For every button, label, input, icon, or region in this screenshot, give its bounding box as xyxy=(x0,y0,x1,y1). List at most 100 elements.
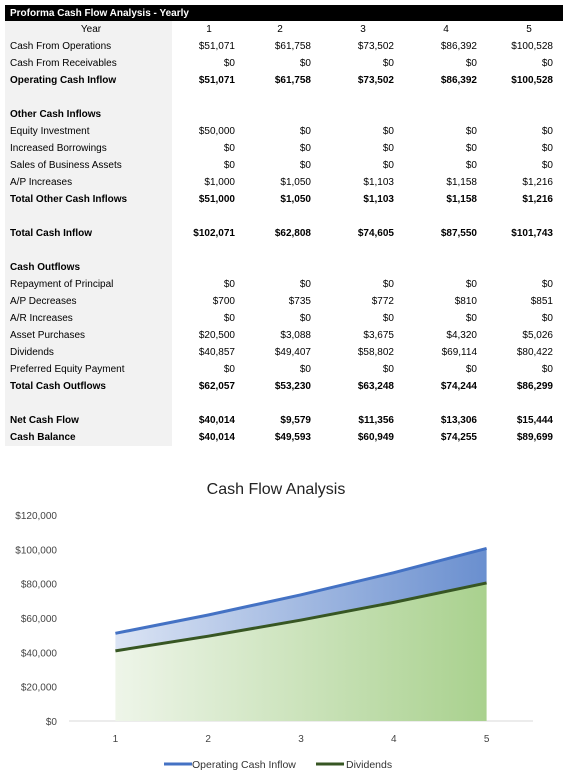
table-cell: $0 xyxy=(541,313,553,324)
table-cell: $0 xyxy=(382,58,394,69)
row-label: Total Other Cash Inflows xyxy=(5,191,172,208)
table-cell xyxy=(257,395,311,412)
x-tick-label: 1 xyxy=(113,734,119,745)
dividends-line xyxy=(115,581,487,653)
year-header-row: Year 1 2 3 4 5 xyxy=(5,21,563,38)
spacer-row xyxy=(5,395,563,412)
table-cell: $0 xyxy=(382,126,394,137)
table-cell: $40,014 xyxy=(198,432,235,443)
table-cell: $1,216 xyxy=(522,177,553,188)
table-cell: $11,356 xyxy=(358,415,394,426)
table-row: A/R Increases $0 $0 $0 $0 $0 xyxy=(5,310,563,327)
cash-flow-spreadsheet: Proforma Cash Flow Analysis - Yearly Yea… xyxy=(5,5,563,446)
table-row: Cash Balance $40,014 $49,593 $60,949 $74,255… xyxy=(5,429,563,446)
table-cell: $61,758 xyxy=(274,41,311,52)
table-cell: $0 xyxy=(465,126,477,137)
table-cell xyxy=(500,208,553,225)
row-label: Other Cash Inflows xyxy=(5,106,172,123)
year-header-cell: 4 xyxy=(443,24,449,35)
table-cell: $40,857 xyxy=(198,347,235,358)
y-tick-label: $100,000 xyxy=(15,545,57,556)
table-cell: $0 xyxy=(299,313,311,324)
table-cell: $102,071 xyxy=(193,228,235,239)
table-cell: $1,050 xyxy=(280,194,311,205)
table-cell xyxy=(425,395,477,412)
table-cell: $810 xyxy=(454,296,477,307)
table-cell xyxy=(425,259,477,276)
table-cell: $15,444 xyxy=(516,415,553,426)
row-label: Total Cash Inflow xyxy=(5,225,172,242)
table-cell: $0 xyxy=(299,58,311,69)
table-row: Asset Purchases $20,500 $3,088 $3,675 $4,320… xyxy=(5,327,563,344)
row-label xyxy=(5,242,172,259)
table-cell xyxy=(500,106,553,123)
row-label: Cash From Receivables xyxy=(5,55,172,72)
table-cell xyxy=(183,89,235,106)
year-header-cell: 1 xyxy=(206,24,212,35)
row-label xyxy=(5,395,172,412)
table-cell: $1,216 xyxy=(522,194,553,205)
row-label: Asset Purchases xyxy=(5,327,172,344)
x-tick-label: 4 xyxy=(391,734,397,745)
row-label: Cash Balance xyxy=(5,429,172,446)
table-cell: $3,675 xyxy=(363,330,394,341)
table-cell: $73,502 xyxy=(357,41,394,52)
spacer-row xyxy=(5,89,563,106)
table-cell: $3,088 xyxy=(280,330,311,341)
table-cell: $89,699 xyxy=(516,432,553,443)
table-row: Preferred Equity Payment $0 $0 $0 $0 $0 xyxy=(5,361,563,378)
sheet-rows: Year 1 2 3 4 5 Cash From Operations $51,071 $61,… xyxy=(5,21,563,446)
table-row: A/P Increases $1,000 $1,050 $1,103 $1,158 $1,… xyxy=(5,174,563,191)
table-row: Total Other Cash Inflows $51,000 $1,050 $1,… xyxy=(5,191,563,208)
table-cell: $0 xyxy=(465,364,477,375)
table-cell xyxy=(341,395,394,412)
table-cell: $69,114 xyxy=(441,347,477,358)
year-header-cell: 3 xyxy=(360,24,366,35)
table-cell: $60,949 xyxy=(357,432,394,443)
table-cell: $0 xyxy=(299,364,311,375)
legend-label: Dividends xyxy=(346,759,392,771)
table-cell: $0 xyxy=(465,313,477,324)
table-cell: $51,000 xyxy=(198,194,235,205)
table-cell: $87,550 xyxy=(440,228,477,239)
table-cell xyxy=(257,208,311,225)
row-label xyxy=(5,89,172,106)
table-row: Total Cash Outflows $62,057 $53,230 $63,248… xyxy=(5,378,563,395)
table-cell xyxy=(257,242,311,259)
y-tick-label: $40,000 xyxy=(21,648,58,659)
table-cell: $62,808 xyxy=(274,228,311,239)
table-row: Net Cash Flow $40,014 $9,579 $11,356 $13,306… xyxy=(5,412,563,429)
table-cell: $53,230 xyxy=(274,381,311,392)
legend-label: Operating Cash Inflow xyxy=(192,759,296,771)
table-cell xyxy=(257,259,311,276)
table-cell: $1,158 xyxy=(446,194,477,205)
table-cell: $0 xyxy=(223,143,235,154)
y-tick-label: $80,000 xyxy=(21,580,58,591)
table-cell: $0 xyxy=(299,279,311,290)
table-cell xyxy=(341,208,394,225)
table-cell: $0 xyxy=(541,160,553,171)
x-tick-label: 2 xyxy=(205,734,211,745)
table-row: Sales of Business Assets $0 $0 $0 $0 $0 xyxy=(5,157,563,174)
table-cell: $0 xyxy=(382,364,394,375)
table-cell: $0 xyxy=(382,279,394,290)
table-cell: $0 xyxy=(223,279,235,290)
x-tick-label: 3 xyxy=(298,734,304,745)
table-cell: $851 xyxy=(530,296,553,307)
table-row: Increased Borrowings $0 $0 $0 $0 $0 xyxy=(5,140,563,157)
table-cell: $1,103 xyxy=(363,177,394,188)
y-tick-label: $60,000 xyxy=(21,614,58,625)
table-cell: $86,392 xyxy=(440,75,477,86)
table-row: Cash From Receivables $0 $0 $0 $0 $0 xyxy=(5,55,563,72)
operating-cash-inflow-line xyxy=(115,546,487,635)
table-cell: $63,248 xyxy=(357,381,394,392)
table-cell: $0 xyxy=(541,143,553,154)
table-cell: $0 xyxy=(223,364,235,375)
table-cell: $80,422 xyxy=(516,347,553,358)
row-label xyxy=(5,208,172,225)
table-cell xyxy=(425,242,477,259)
row-label: Cash From Operations xyxy=(5,38,172,55)
table-cell: $5,026 xyxy=(522,330,553,341)
cash-flow-chart: Cash Flow Analysis $0 $20,000 $40,000 $60,0… xyxy=(15,481,533,771)
row-label: Increased Borrowings xyxy=(5,140,172,157)
